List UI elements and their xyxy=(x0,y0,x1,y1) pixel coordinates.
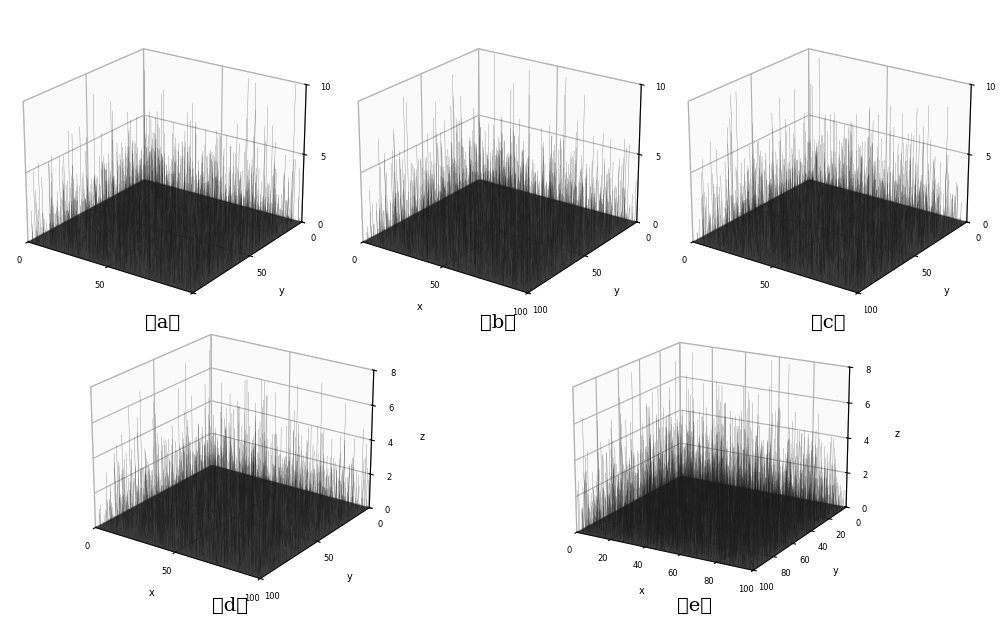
Text: （d）: （d） xyxy=(212,597,248,615)
X-axis label: x: x xyxy=(149,587,155,598)
Y-axis label: y: y xyxy=(833,566,839,576)
Text: （e）: （e） xyxy=(678,597,712,615)
X-axis label: x: x xyxy=(639,586,645,596)
Text: （c）: （c） xyxy=(811,314,845,332)
Y-axis label: y: y xyxy=(346,572,352,582)
Text: （b）: （b） xyxy=(480,314,516,332)
X-axis label: x: x xyxy=(82,302,87,312)
Text: （a）: （a） xyxy=(145,314,181,332)
X-axis label: x: x xyxy=(417,302,422,312)
X-axis label: x: x xyxy=(747,302,752,312)
Y-axis label: y: y xyxy=(944,286,950,296)
Y-axis label: y: y xyxy=(279,286,285,296)
Y-axis label: y: y xyxy=(614,286,620,296)
